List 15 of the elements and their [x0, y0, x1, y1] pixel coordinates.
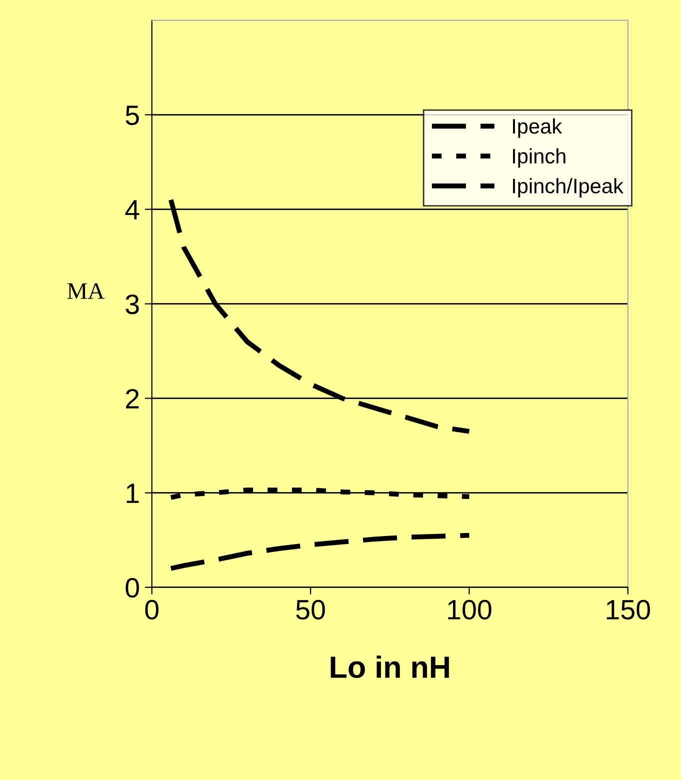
- y-tick-label: 1: [126, 484, 139, 503]
- y-tick-label: 4: [125, 200, 140, 220]
- y-tick-label: 3: [126, 294, 139, 314]
- x-tick-label: 50: [296, 600, 325, 620]
- x-tick-label: 0: [145, 600, 158, 620]
- legend-label: Ipinch: [513, 148, 566, 168]
- y-tick-label: 2: [126, 388, 139, 408]
- x-axis-title: Lo in nH: [330, 656, 449, 678]
- legend-label: Ipinch/Ipeak: [513, 178, 624, 198]
- x-tick-label: 100: [448, 600, 492, 620]
- legend-label: Ipeak: [513, 118, 562, 138]
- x-tick-label: 150: [606, 600, 650, 620]
- y-tick-label: 5: [126, 106, 139, 126]
- y-axis-title: MA: [67, 283, 105, 299]
- y-tick-label: 0: [126, 578, 139, 598]
